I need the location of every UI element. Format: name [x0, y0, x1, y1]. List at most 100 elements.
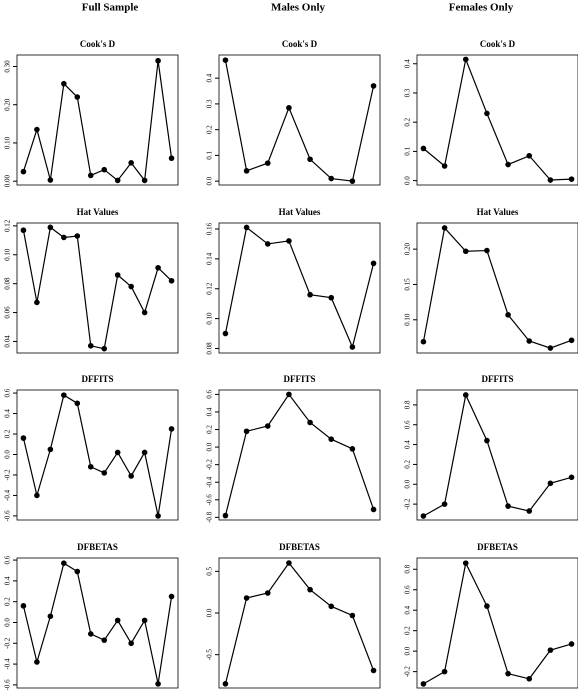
point — [114, 272, 121, 278]
y-tick-label: 0.2 — [404, 117, 412, 126]
point — [114, 617, 121, 624]
y-tick-label: 0.12 — [206, 282, 214, 295]
y-tick-label: -0.4 — [4, 658, 12, 670]
point — [141, 309, 148, 316]
point — [222, 57, 229, 63]
point — [286, 104, 292, 111]
column-title: Full Sample — [82, 2, 139, 14]
point — [547, 480, 554, 487]
point — [264, 590, 271, 596]
y-tick-label: 0.0 — [4, 450, 12, 459]
point — [222, 681, 229, 687]
plot-frame — [416, 389, 578, 521]
point — [61, 392, 67, 398]
series-line — [224, 561, 375, 684]
point — [74, 400, 81, 407]
point — [61, 234, 67, 241]
point — [568, 641, 575, 647]
plot-frame — [218, 389, 381, 521]
point — [547, 345, 554, 351]
y-tick-label: 0.10 — [4, 248, 12, 261]
point — [61, 80, 67, 87]
series-line — [423, 393, 572, 517]
point — [155, 513, 161, 519]
point — [87, 631, 94, 637]
point — [420, 681, 427, 687]
point — [547, 177, 554, 183]
y-tick-label: 0.6 — [4, 388, 12, 397]
point — [370, 260, 377, 267]
point — [222, 512, 229, 519]
point — [87, 172, 94, 179]
plot-title: Hat Values — [77, 207, 119, 217]
point — [307, 419, 313, 426]
point — [243, 428, 250, 435]
point — [264, 423, 271, 429]
point — [568, 474, 575, 481]
point — [328, 436, 335, 442]
point — [462, 392, 469, 398]
point — [462, 248, 469, 255]
point — [87, 463, 94, 470]
plot-frame — [218, 222, 381, 354]
y-tick-label: -0.2 — [404, 666, 412, 678]
plot-frame — [16, 557, 179, 689]
point — [168, 593, 175, 600]
point — [441, 501, 448, 507]
point — [34, 492, 40, 499]
point — [168, 277, 175, 284]
y-tick-label: 0.0 — [404, 479, 412, 488]
y-tick-label: 0.20 — [404, 243, 412, 256]
point — [128, 473, 134, 479]
plot-frame — [416, 222, 578, 354]
y-tick-label: 0.6 — [404, 420, 412, 429]
point — [168, 426, 175, 432]
point — [20, 603, 27, 609]
y-tick-label: 0.2 — [404, 626, 412, 635]
point — [370, 667, 377, 674]
point — [87, 342, 94, 349]
y-tick-label: -0.6 — [4, 510, 12, 522]
y-tick-label: 0.4 — [404, 440, 412, 449]
column-title: Males Only — [271, 2, 326, 14]
y-tick-label: 0.8 — [404, 400, 412, 409]
point — [420, 513, 427, 519]
y-tick-label: -0.2 — [4, 469, 12, 481]
series-line — [224, 226, 375, 349]
y-tick-label: -0.8 — [206, 511, 214, 523]
point — [47, 177, 54, 183]
point — [222, 330, 229, 337]
point — [141, 449, 148, 456]
series-line — [422, 226, 572, 349]
point — [243, 595, 250, 601]
point — [20, 227, 27, 234]
y-tick-label: 0.3 — [404, 88, 412, 97]
y-tick-label: -0.5 — [206, 649, 214, 661]
point — [74, 233, 81, 239]
y-tick-label: 0.4 — [206, 73, 214, 82]
point — [61, 560, 67, 566]
y-tick-label: 0.10 — [4, 136, 12, 149]
y-tick-label: -0.6 — [206, 494, 214, 506]
plot-frame — [416, 54, 578, 186]
y-tick-label: 0.06 — [4, 306, 12, 319]
point — [462, 560, 469, 566]
y-tick-label: -0.2 — [206, 459, 214, 471]
point — [420, 145, 427, 152]
point — [370, 506, 377, 513]
y-tick-label: -0.2 — [4, 637, 12, 649]
point — [307, 586, 313, 593]
y-tick-label: 0.10 — [404, 313, 412, 326]
point — [349, 344, 356, 350]
point — [47, 446, 54, 453]
point — [74, 94, 81, 100]
y-tick-label: 0.3 — [206, 99, 214, 108]
point — [34, 126, 40, 133]
y-tick-label: 0.6 — [206, 390, 214, 399]
y-tick-label: 0.12 — [4, 219, 12, 232]
point — [141, 177, 148, 184]
point — [505, 670, 511, 677]
series-line — [423, 561, 572, 685]
point — [128, 160, 134, 166]
